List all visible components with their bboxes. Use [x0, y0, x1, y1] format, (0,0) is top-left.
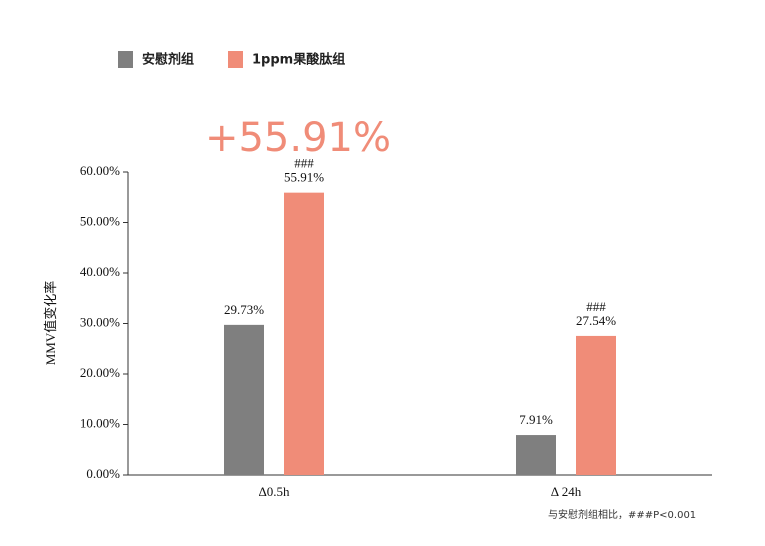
legend-label: 安慰剂组 [142, 52, 194, 68]
legend-swatch [118, 51, 133, 68]
x-tick-label: Δ 24h [551, 484, 582, 499]
value-label: 55.91% [284, 170, 324, 185]
y-tick-label: 40.00% [80, 264, 120, 279]
value-label: 29.73% [224, 302, 264, 317]
bar [224, 324, 264, 475]
significance-label: ### [586, 299, 606, 314]
bar [284, 192, 324, 476]
legend-label: 1ppm果酸肽组 [252, 52, 345, 68]
footnote: 与安慰剂组相比，###P<0.001 [548, 508, 696, 521]
legend-swatch [228, 51, 243, 68]
y-axis-label: MMV值变化率 [43, 281, 58, 366]
y-tick-label: 50.00% [80, 213, 120, 228]
y-tick-label: 20.00% [80, 365, 120, 380]
bar [576, 335, 616, 475]
y-tick-label: 0.00% [86, 466, 120, 481]
y-tick-label: 60.00% [80, 163, 120, 178]
bar [516, 435, 556, 475]
value-label: 27.54% [576, 313, 616, 328]
y-tick-label: 10.00% [80, 415, 120, 430]
significance-label: ### [294, 156, 314, 171]
annotation: +55.91% [205, 115, 391, 161]
x-tick-label: Δ0.5h [258, 484, 290, 499]
value-label: 7.91% [519, 412, 553, 427]
y-tick-label: 30.00% [80, 314, 120, 329]
